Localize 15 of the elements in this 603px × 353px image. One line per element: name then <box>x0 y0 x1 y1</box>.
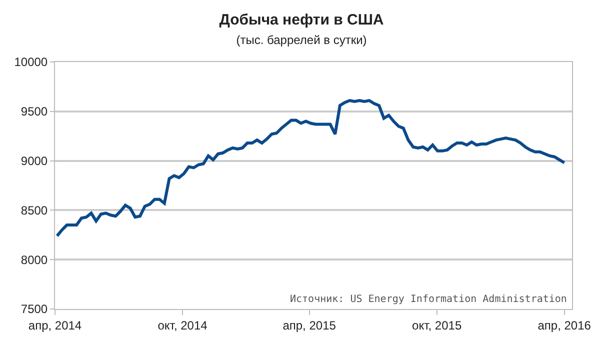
x-tick-label: окт, 2015 <box>412 318 462 332</box>
chart-title: Добыча нефти в США <box>219 12 384 29</box>
annotation: Источник: US Energy Information Administration <box>290 294 567 305</box>
y-tick-label: 10000 <box>14 55 48 70</box>
y-tick-label: 7500 <box>20 302 48 316</box>
line-series <box>56 99 566 238</box>
y-tick-label: 9000 <box>20 154 48 168</box>
x-tick-label: апр, 2015 <box>282 318 336 332</box>
x-tick-label: апр, 2016 <box>538 318 592 332</box>
y-tick-label: 8500 <box>20 203 48 218</box>
chart-subtitle: (тыс. баррелей в сутки) <box>236 33 367 48</box>
x-tick-label: окт, 2014 <box>158 318 208 332</box>
x-tick-label: апр, 2014 <box>28 318 82 332</box>
y-tick-label: 9500 <box>20 104 48 119</box>
y-tick-label: 8000 <box>20 252 48 267</box>
